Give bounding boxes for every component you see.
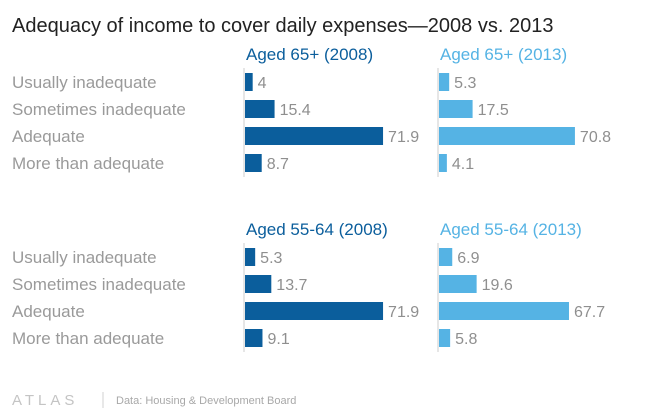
bar-panel-4-row-1 [439,248,453,266]
bar-panel-2-row-2 [439,100,473,118]
panel-2: Aged 65+ (2013) 5.317.5 70.8 4.1 [437,45,611,177]
value-label-panel-2-row-4: 4.1 [452,156,474,173]
value-label-panel-3-row-2: 13.7 [276,277,307,294]
value-label-panel-3-row-3: 71.9 [388,304,419,321]
value-label-panel-4-row-3: 67.7 [574,304,605,321]
bar-panel-3-row-4 [245,329,263,347]
panel-title-2: Aged 65+ (2013) [440,45,567,64]
panel-title-3: Aged 55-64 (2008) [246,220,388,239]
atlas-logo: ATLAS [12,392,78,409]
category-label-bottom-3: Adequate [12,302,85,321]
category-label-top-2: Sometimes inadequate [12,100,186,119]
bar-panel-4-row-4 [439,329,451,347]
value-label-panel-1-row-1: 4 [258,75,267,92]
bar-panel-3-row-3 [245,302,384,320]
bar-panel-1-row-1 [245,73,253,91]
value-label-panel-1-row-2: 15.4 [280,102,311,119]
bar-panel-2-row-3 [439,127,575,145]
panel-title-4: Aged 55-64 (2013) [440,220,582,239]
category-label-bottom-4: More than adequate [12,329,164,348]
value-label-panel-3-row-4: 9.1 [267,331,289,348]
category-label-top-1: Usually inadequate [12,73,157,92]
bar-panel-1-row-4 [245,154,262,172]
value-label-panel-4-row-1: 6.9 [457,250,479,267]
category-label-top-3: Adequate [12,127,85,146]
panel-title-1: Aged 65+ (2008) [246,45,373,64]
bar-panel-1-row-2 [245,100,275,118]
panels-layer: Usually inadequate Sometimes inadequate Ad… [12,45,611,352]
chart-title: Adequacy of income to cover daily expens… [12,15,553,37]
bar-panel-3-row-1 [245,248,256,266]
value-label-panel-2-row-1: 5.3 [454,75,476,92]
value-label-panel-4-row-2: 19.6 [482,277,513,294]
panel-4: Aged 55-64 (2013) 6.919.6 67.7 5.8 [437,220,605,352]
category-label-bottom-1: Usually inadequate [12,248,157,267]
panel-1: Aged 65+ (2008) 4 15.4 71.9 8.7 [243,45,419,177]
value-label-panel-1-row-4: 8.7 [267,156,289,173]
data-source: Data: Housing & Development Board [116,395,296,407]
category-label-bottom-2: Sometimes inadequate [12,275,186,294]
bar-panel-2-row-4 [439,154,447,172]
bar-panel-4-row-2 [439,275,477,293]
category-label-top-4: More than adequate [12,154,164,173]
bar-panel-2-row-1 [439,73,450,91]
value-label-panel-3-row-1: 5.3 [260,250,282,267]
value-label-panel-4-row-4: 5.8 [455,331,477,348]
bar-panel-1-row-3 [245,127,384,145]
panel-3: Aged 55-64 (2008) 5.3 13.7 71.9 9.1 [243,220,419,352]
footer: ATLAS Data: Housing & Development Board [12,392,296,409]
bar-panel-4-row-3 [439,302,569,320]
value-label-panel-2-row-2: 17.5 [478,102,509,119]
bar-panel-3-row-2 [245,275,272,293]
value-label-panel-1-row-3: 71.9 [388,129,419,146]
value-label-panel-2-row-3: 70.8 [580,129,611,146]
